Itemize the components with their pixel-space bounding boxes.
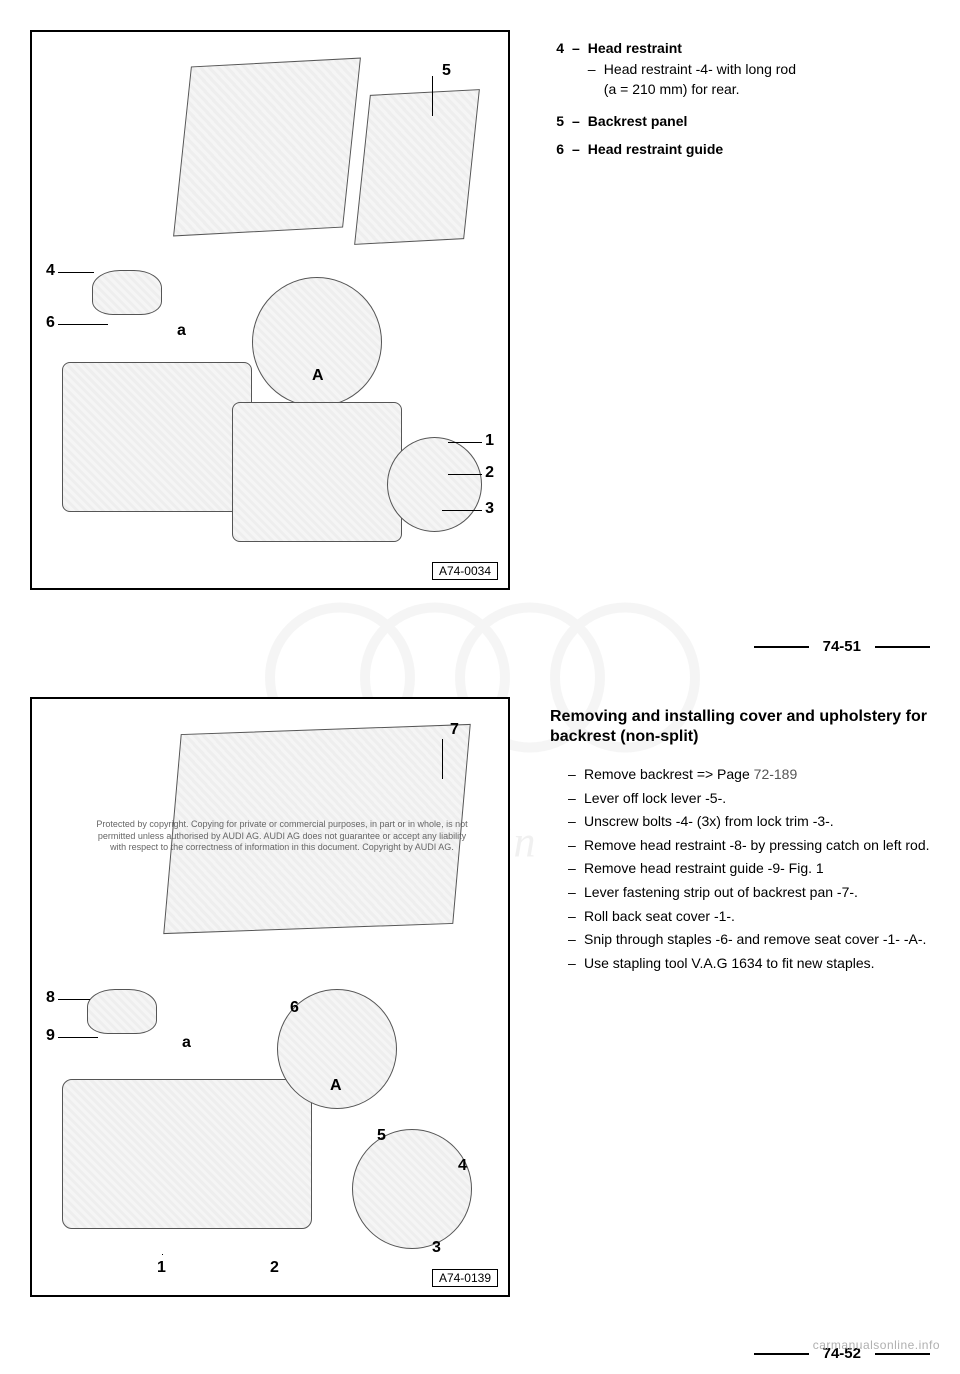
- figure2-label: A74-0139: [432, 1269, 498, 1287]
- item-num: 5: [550, 113, 564, 129]
- step: –Remove head restraint guide -9- Fig. 1: [568, 859, 930, 879]
- sub-text: (a = 210 mm) for rear.: [604, 81, 740, 97]
- section-2: Protected by copyright. Copying for priv…: [30, 697, 930, 1297]
- dash-icon: –: [568, 883, 578, 903]
- step: –Lever off lock lever -5-.: [568, 789, 930, 809]
- figure-1: 4 6 5 a A 1 2 3 A74-0034: [30, 30, 510, 590]
- item-title: Head restraint guide: [588, 141, 723, 157]
- fig2-callout-7: 7: [450, 721, 459, 739]
- list-item-6: 6 – Head restraint guide: [550, 141, 930, 157]
- fig2-callout-3: 3: [432, 1239, 441, 1257]
- fig2-callout-1: 1: [157, 1259, 166, 1277]
- list-item-5: 5 – Backrest panel: [550, 113, 930, 129]
- fig1-callout-5: 5: [442, 62, 451, 80]
- fig2-callout-6: 6: [290, 999, 299, 1017]
- item-num: 6: [550, 141, 564, 157]
- section-heading: Removing and installing cover and uphols…: [550, 707, 930, 747]
- fig2-callout-a: a: [182, 1034, 191, 1052]
- step-text: Snip through staples -6- and remove seat…: [584, 930, 926, 950]
- step-text: Remove head restraint guide -9- Fig. 1: [584, 859, 824, 879]
- fig2-callout-A: A: [330, 1077, 342, 1095]
- step-text: Remove backrest => Page: [584, 766, 750, 782]
- step: –Unscrew bolts -4- (3x) from lock trim -…: [568, 812, 930, 832]
- dash-icon: –: [568, 789, 578, 809]
- fig1-callout-1: 1: [485, 432, 494, 450]
- fig1-callout-3: 3: [485, 500, 494, 518]
- section-1: 4 6 5 a A 1 2 3 A74-0034 4 – Head r: [30, 30, 930, 590]
- dash: –: [572, 141, 580, 157]
- dash-icon: –: [588, 60, 598, 99]
- step-text: Lever fastening strip out of backrest pa…: [584, 883, 858, 903]
- figure-2: Protected by copyright. Copying for priv…: [30, 697, 510, 1297]
- step: –Roll back seat cover -1-.: [568, 907, 930, 927]
- step: –Snip through staples -6- and remove sea…: [568, 930, 930, 950]
- step-text: Lever off lock lever -5-.: [584, 789, 726, 809]
- footer-watermark: carmanualsonline.info: [813, 1338, 940, 1352]
- step: –Use stapling tool V.A.G 1634 to fit new…: [568, 954, 930, 974]
- step: –Lever fastening strip out of backrest p…: [568, 883, 930, 903]
- dash-icon: –: [568, 836, 578, 856]
- step-text: Unscrew bolts -4- (3x) from lock trim -3…: [584, 812, 834, 832]
- page-number: 74-51: [809, 638, 875, 655]
- figure1-label: A74-0034: [432, 562, 498, 580]
- step-text: Use stapling tool V.A.G 1634 to fit new …: [584, 954, 875, 974]
- sub-text: Head restraint -4- with long rod: [604, 61, 796, 77]
- fig1-callout-2: 2: [485, 464, 494, 482]
- fig1-callout-a: a: [177, 322, 186, 340]
- fig2-callout-4: 4: [458, 1157, 467, 1175]
- list-item-4: 4 – Head restraint – Head restraint -4- …: [550, 40, 930, 101]
- item-num: 4: [550, 40, 564, 101]
- item-title: Head restraint: [588, 40, 796, 56]
- fig1-callout-A: A: [312, 367, 324, 385]
- step-text: Remove head restraint -8- by pressing ca…: [584, 836, 930, 856]
- step-text: Roll back seat cover -1-.: [584, 907, 735, 927]
- dash-icon: –: [568, 907, 578, 927]
- step: – Remove backrest => Page 72-189: [568, 765, 930, 785]
- dash-icon: –: [568, 812, 578, 832]
- dash: –: [572, 40, 580, 101]
- fig2-callout-2: 2: [270, 1259, 279, 1277]
- page-ref-link[interactable]: 72-189: [754, 766, 798, 782]
- fig1-callout-6: 6: [46, 314, 55, 332]
- fig2-callout-8: 8: [46, 989, 55, 1007]
- page-number-row-2: 74-52: [30, 1345, 930, 1362]
- dash-icon: –: [568, 954, 578, 974]
- dash-icon: –: [568, 930, 578, 950]
- dash-icon: –: [568, 765, 578, 785]
- dash-icon: –: [568, 859, 578, 879]
- dash: –: [572, 113, 580, 129]
- fig1-callout-4: 4: [46, 262, 55, 280]
- step: –Remove head restraint -8- by pressing c…: [568, 836, 930, 856]
- text-col-1: 4 – Head restraint – Head restraint -4- …: [550, 30, 930, 169]
- fig2-callout-5: 5: [377, 1127, 386, 1145]
- item-title: Backrest panel: [588, 113, 688, 129]
- fig2-callout-9: 9: [46, 1027, 55, 1045]
- text-col-2: Removing and installing cover and uphols…: [550, 697, 930, 977]
- page-number-row-1: 74-51: [30, 638, 930, 655]
